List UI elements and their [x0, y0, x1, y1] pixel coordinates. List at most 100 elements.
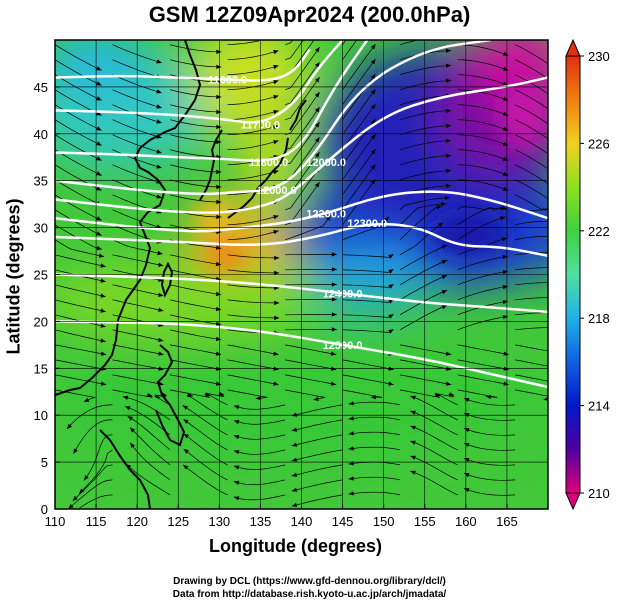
streamline-arrow: [441, 201, 447, 207]
streamline-arrow: [331, 282, 337, 287]
streamline: [112, 359, 164, 370]
streamline-arrow: [555, 158, 560, 163]
streamline: [284, 166, 320, 211]
streamline-arrow: [446, 168, 452, 173]
streamline-arrow: [445, 366, 452, 371]
streamline-arrow: [446, 153, 452, 158]
streamline: [284, 106, 320, 151]
streamline-arrow: [129, 427, 136, 433]
streamline-arrow: [485, 394, 492, 400]
streamline-arrow: [555, 173, 560, 178]
streamline: [463, 458, 516, 466]
streamline-arrow: [313, 396, 319, 401]
streamline: [233, 404, 286, 410]
streamline-arrow: [348, 446, 354, 451]
streamline: [285, 359, 337, 370]
streamline-arrow: [156, 89, 162, 94]
streamline-arrow: [446, 108, 452, 113]
streamline: [55, 464, 56, 466]
streamline: [515, 252, 548, 256]
streamline-arrow: [96, 231, 102, 236]
streamline-arrow: [19, 457, 24, 462]
colorbar-tick-label: 210: [588, 486, 610, 501]
streamline-arrow: [499, 216, 506, 221]
streamline-arrow: [219, 391, 225, 397]
streamline-arrow: [273, 125, 279, 130]
streamline-arrow: [205, 392, 211, 397]
streamline: [122, 396, 171, 421]
streamline: [55, 59, 102, 86]
streamline-arrow: [233, 405, 240, 410]
streamline-arrow: [370, 104, 376, 110]
streamline-arrow: [388, 269, 394, 274]
streamline: [112, 74, 162, 94]
hokkaido-coast: [289, 99, 307, 131]
streamline-arrow: [446, 138, 452, 143]
streamline-arrow: [503, 366, 509, 371]
streamline-arrow: [273, 366, 279, 371]
streamline-arrow: [156, 59, 162, 64]
borneo-coast: [99, 429, 151, 509]
streamline: [457, 216, 506, 241]
y-tick-label: 40: [34, 127, 48, 142]
colorbar-ramp: [565, 55, 581, 494]
streamline-arrow: [182, 405, 189, 410]
streamline-arrow: [216, 169, 222, 175]
streamline: [291, 404, 343, 417]
streamline-arrow: [555, 113, 560, 118]
streamline: [55, 164, 102, 191]
streamline-arrow: [502, 254, 508, 260]
streamline-arrow: [446, 78, 452, 83]
streamline-arrow: [314, 122, 320, 128]
height-contour-line: [55, 40, 491, 196]
streamline: [227, 284, 280, 289]
streamline-arrow: [348, 431, 354, 436]
streamline: [514, 194, 548, 210]
streamline-arrow: [370, 59, 376, 65]
streamline-arrow: [501, 205, 508, 210]
x-axis-ticks: 110 115 120 125 130 135 140 145 150 155 160 165: [45, 504, 518, 529]
x-axis-label-wrap: Longitude (degrees): [0, 536, 619, 557]
streamline-arrow: [96, 126, 102, 131]
streamline: [112, 284, 164, 297]
streamline-arrow: [216, 64, 222, 69]
streamline: [400, 95, 452, 106]
streamline: [514, 179, 548, 200]
streamline: [514, 149, 548, 170]
streamline: [227, 110, 279, 121]
streamline: [348, 401, 401, 406]
streamline-arrow: [555, 83, 560, 88]
streamline-arrow: [446, 183, 452, 188]
streamline: [515, 267, 548, 271]
streamline-arrow: [437, 222, 444, 228]
streamline: [457, 164, 509, 176]
streamline: [291, 494, 343, 507]
credit-dcl: Drawing by DCL (https://www.gfd-dennou.o…: [173, 576, 446, 587]
streamline: [73, 419, 113, 454]
streamline: [227, 95, 279, 106]
streamline-arrow: [561, 382, 566, 386]
streamline-arrow: [314, 62, 320, 68]
streamline-arrow: [388, 314, 394, 319]
streamline-arrow: [273, 215, 279, 220]
streamline-arrow: [383, 216, 389, 222]
streamline: [400, 374, 452, 385]
streamline-arrow: [100, 293, 106, 298]
streamline: [112, 299, 164, 312]
streamline: [233, 434, 286, 440]
streamline-arrow: [291, 472, 298, 477]
streamline: [124, 406, 171, 436]
streamline: [514, 104, 548, 125]
streamline-arrow: [331, 297, 337, 302]
streamline-arrow: [503, 351, 509, 356]
streamline-arrow: [187, 392, 193, 398]
y-tick-label: 20: [34, 314, 48, 329]
streamline: [227, 215, 279, 226]
streamline: [400, 65, 452, 76]
streamline: [400, 344, 452, 355]
streamline-arrow: [503, 381, 509, 386]
streamline: [410, 425, 458, 451]
streamline: [463, 443, 516, 451]
streamline: [55, 134, 102, 161]
streamline-arrow: [543, 396, 548, 401]
